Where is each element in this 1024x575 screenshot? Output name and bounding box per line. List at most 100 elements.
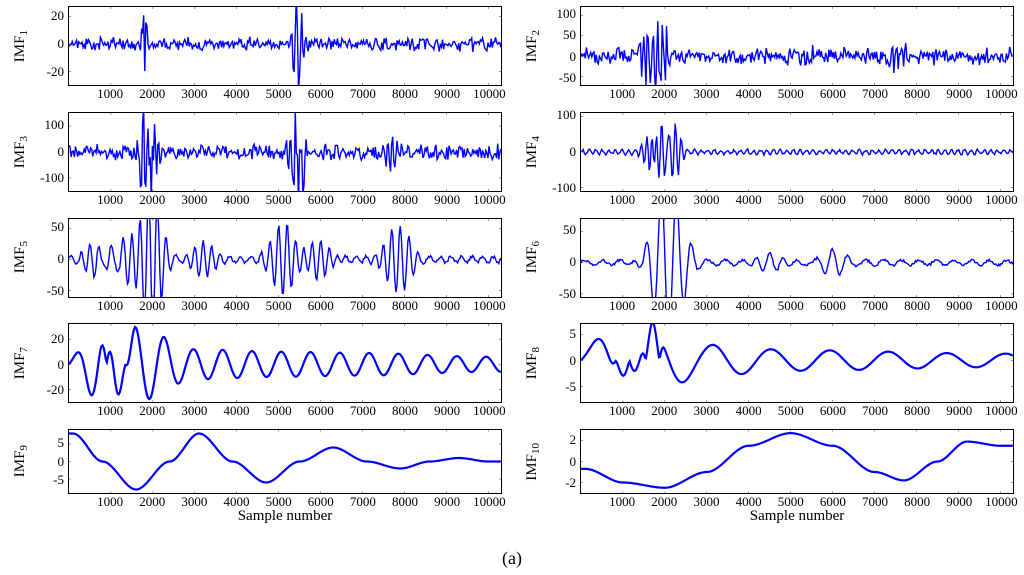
x-tick-label: 3000 — [693, 494, 719, 510]
x-tick-label: 8000 — [392, 192, 418, 208]
figure: IMF1-20020100020003000400050006000700080… — [0, 0, 1024, 575]
x-tick-label: 10000 — [985, 298, 1018, 314]
x-tick-label: 3000 — [181, 494, 207, 510]
axes — [68, 112, 502, 192]
y-tick-label: 2 — [570, 432, 577, 448]
x-tick-labels: 1000200030004000500060007000800090001000… — [580, 494, 1014, 510]
x-tick-label: 2000 — [139, 86, 165, 102]
x-tick-label: 7000 — [350, 192, 376, 208]
x-tick-label: 8000 — [392, 494, 418, 510]
x-tick-label: 4000 — [736, 403, 762, 419]
y-tick-label: 0 — [58, 251, 65, 267]
x-tick-label: 1000 — [609, 298, 635, 314]
y-tick-label: -100 — [552, 180, 576, 196]
x-tick-label: 1000 — [97, 403, 123, 419]
plot-cell-imf4: IMF4-10001001000200030004000500060007000… — [522, 112, 1014, 208]
axes — [580, 112, 1014, 192]
y-tick-label: 50 — [563, 222, 576, 238]
x-tick-label: 4000 — [736, 86, 762, 102]
x-tick-label: 8000 — [904, 192, 930, 208]
plot-row: IMF9-50510002000300040005000600070008000… — [10, 429, 1014, 525]
plot-body: IMF3-1000100 — [10, 112, 502, 192]
y-axis-label: IMF8 — [524, 347, 542, 379]
x-tick-label: 7000 — [350, 403, 376, 419]
x-axis-label: Sample number — [68, 508, 502, 525]
y-tick-labels: -505 — [544, 323, 580, 403]
plot-cell-imf5: IMF5-50050100020003000400050006000700080… — [10, 218, 502, 314]
x-tick-label: 9000 — [434, 298, 460, 314]
x-tick-label: 2000 — [139, 403, 165, 419]
y-axis-label: IMF4 — [524, 136, 542, 168]
x-tick-labels: 1000200030004000500060007000800090001000… — [580, 86, 1014, 102]
y-tick-labels: -20020 — [32, 323, 68, 403]
x-tick-label: 8000 — [904, 403, 930, 419]
x-tick-label: 10000 — [473, 494, 506, 510]
x-tick-label: 7000 — [862, 403, 888, 419]
y-axis-label: IMF2 — [524, 30, 542, 62]
y-tick-label: -20 — [47, 64, 64, 80]
plot-cell-imf10: IMF10-2021000200030004000500060007000800… — [522, 429, 1014, 525]
x-tick-label: 8000 — [904, 298, 930, 314]
axes — [580, 323, 1014, 403]
x-tick-label: 4000 — [224, 192, 250, 208]
x-tick-label: 1000 — [97, 86, 123, 102]
x-tick-label: 10000 — [473, 86, 506, 102]
x-tick-label: 1000 — [609, 494, 635, 510]
y-tick-label: -50 — [559, 70, 576, 86]
x-tick-label: 2000 — [651, 494, 677, 510]
y-axis-label: IMF9 — [12, 445, 30, 477]
x-tick-label: 5000 — [266, 86, 292, 102]
x-tick-label: 10000 — [985, 86, 1018, 102]
y-tick-labels: -1000100 — [544, 112, 580, 192]
x-tick-label: 6000 — [308, 403, 334, 419]
x-tick-label: 1000 — [609, 86, 635, 102]
sub-caption: (a) — [0, 548, 1024, 569]
x-tick-label: 9000 — [434, 86, 460, 102]
x-tick-labels: 1000200030004000500060007000800090001000… — [580, 192, 1014, 208]
x-tick-label: 3000 — [181, 403, 207, 419]
x-tick-label: 8000 — [392, 403, 418, 419]
x-axis-label: Sample number — [580, 508, 1014, 525]
x-tick-label: 9000 — [946, 298, 972, 314]
axes — [580, 429, 1014, 494]
x-tick-label: 4000 — [224, 403, 250, 419]
x-tick-label: 2000 — [651, 192, 677, 208]
y-tick-label: 0 — [58, 36, 65, 52]
axes — [580, 6, 1014, 86]
y-tick-labels: -20020 — [32, 6, 68, 86]
x-tick-label: 5000 — [778, 494, 804, 510]
y-tick-label: -100 — [40, 170, 64, 186]
x-tick-label: 3000 — [181, 298, 207, 314]
x-tick-label: 5000 — [266, 298, 292, 314]
x-tick-label: 4000 — [224, 86, 250, 102]
x-tick-label: 9000 — [434, 403, 460, 419]
x-tick-label: 7000 — [350, 86, 376, 102]
x-tick-label: 7000 — [862, 86, 888, 102]
x-tick-label: 1000 — [97, 494, 123, 510]
x-tick-label: 9000 — [946, 86, 972, 102]
y-tick-labels: -50050100 — [544, 6, 580, 86]
x-tick-label: 7000 — [350, 494, 376, 510]
y-axis-label: IMF1 — [12, 30, 30, 62]
x-tick-label: 6000 — [308, 298, 334, 314]
y-tick-labels: -505 — [32, 429, 68, 494]
x-tick-label: 4000 — [224, 494, 250, 510]
x-tick-label: 3000 — [693, 403, 719, 419]
x-tick-label: 6000 — [820, 298, 846, 314]
x-tick-label: 5000 — [778, 192, 804, 208]
axes — [68, 218, 502, 298]
x-tick-label: 8000 — [392, 298, 418, 314]
x-tick-label: 5000 — [778, 86, 804, 102]
x-tick-labels: 1000200030004000500060007000800090001000… — [580, 403, 1014, 419]
plot-cell-imf1: IMF1-20020100020003000400050006000700080… — [10, 6, 502, 102]
plot-body: IMF1-20020 — [10, 6, 502, 86]
x-tick-label: 10000 — [473, 192, 506, 208]
x-tick-label: 3000 — [693, 192, 719, 208]
y-tick-label: 0 — [570, 454, 577, 470]
x-tick-label: 6000 — [308, 192, 334, 208]
axes — [68, 6, 502, 86]
x-tick-label: 6000 — [820, 192, 846, 208]
axes — [68, 429, 502, 494]
y-tick-label: -50 — [47, 283, 64, 299]
plot-row: IMF5-50050100020003000400050006000700080… — [10, 218, 1014, 314]
